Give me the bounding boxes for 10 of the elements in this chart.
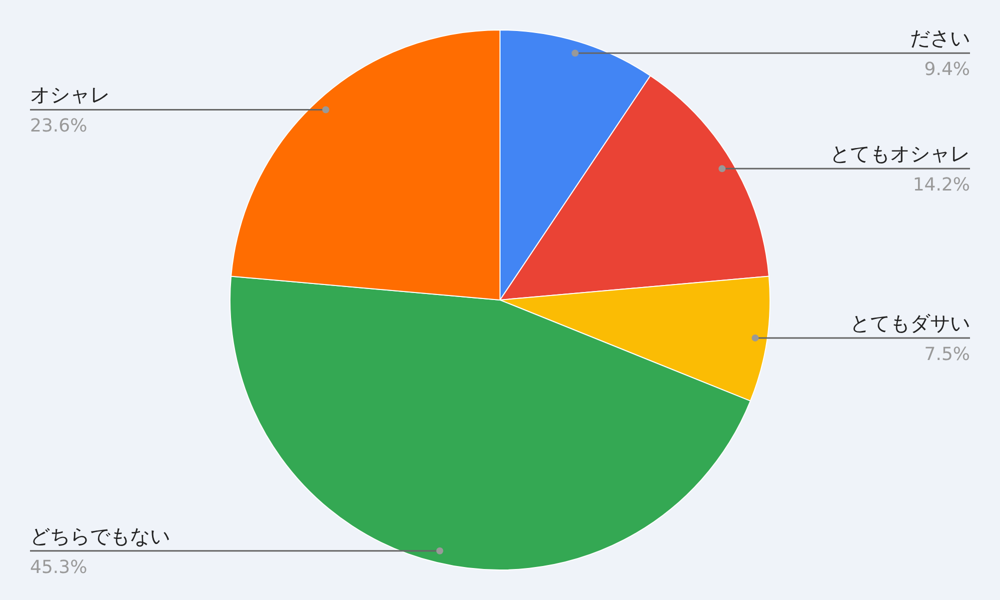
slice-label: ださい xyxy=(910,26,970,50)
data-label: 23.6% xyxy=(30,116,88,137)
data-label: 7.5% xyxy=(924,344,970,365)
slice-label: とてもオシャレ xyxy=(830,142,970,166)
data-label: 45.3% xyxy=(30,556,88,578)
slice-label: どちらでもない xyxy=(30,524,170,548)
slice-label: オシャレ xyxy=(30,82,110,107)
slice-label: とてもダサい xyxy=(850,310,970,335)
data-label: 9.4% xyxy=(924,59,970,80)
data-label: 14.2% xyxy=(912,174,970,196)
